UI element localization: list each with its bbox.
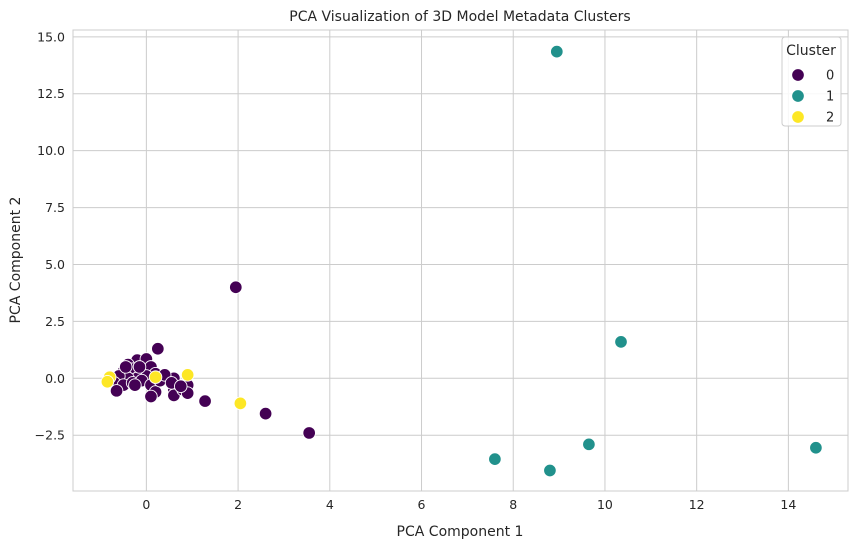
- y-tick-label: 5.0: [45, 257, 65, 272]
- legend-box: [781, 36, 842, 127]
- x-tick-label: 14: [780, 497, 796, 512]
- data-point-cluster-2: [100, 374, 115, 389]
- y-axis-label: PCA Component 2: [8, 197, 24, 324]
- legend: Cluster 0 1 2: [781, 36, 842, 127]
- data-point-cluster-0: [258, 406, 273, 421]
- data-point-cluster-2: [233, 396, 248, 411]
- x-tick-label: 2: [234, 497, 242, 512]
- y-tick-label: 7.5: [45, 200, 65, 215]
- data-point-cluster-0: [109, 384, 124, 398]
- data-point-cluster-2: [148, 370, 163, 384]
- data-point-cluster-0: [128, 378, 142, 392]
- plot-area: [72, 29, 849, 492]
- legend-title: Cluster: [786, 43, 836, 59]
- legend-marker: [791, 68, 805, 82]
- data-point-cluster-2: [180, 368, 195, 382]
- y-tick-label: −2.5: [35, 428, 65, 443]
- data-point-cluster-0: [132, 360, 147, 374]
- legend-marker: [791, 89, 805, 103]
- data-point-cluster-1: [614, 335, 628, 349]
- y-tick-label: 2.5: [45, 314, 65, 329]
- grid: [73, 30, 848, 491]
- data-point-cluster-0: [174, 379, 188, 394]
- legend-label: 2: [826, 111, 834, 126]
- y-tick-label: 12.5: [37, 86, 65, 101]
- data-point-cluster-0: [144, 389, 158, 404]
- data-point-cluster-1: [582, 437, 596, 452]
- x-tick-label: 8: [509, 497, 517, 512]
- data-point-cluster-0: [198, 394, 212, 408]
- legend-marker: [791, 110, 805, 124]
- x-axis-label: PCA Component 1: [397, 524, 524, 540]
- y-tick-label: 0.0: [45, 371, 65, 386]
- y-tick-label: 15.0: [37, 29, 65, 44]
- x-tick-label: 10: [597, 497, 613, 512]
- legend-entries: 0 1 2: [791, 68, 834, 126]
- data-point-cluster-0: [151, 341, 165, 356]
- data-point-cluster-0: [229, 280, 243, 294]
- legend-label: 1: [826, 90, 834, 105]
- tick-labels: 0 2 4 6 8 10 12 14 −2.5 0.0 2.5 5.0 7.5 10.0 12.5 15.0: [35, 29, 797, 512]
- data-point-cluster-1: [550, 44, 564, 59]
- data-point-cluster-1: [543, 463, 557, 478]
- data-point-cluster-0: [118, 360, 133, 374]
- x-tick-label: 0: [142, 497, 150, 512]
- data-points: [100, 44, 823, 478]
- legend-label: 0: [826, 69, 834, 84]
- x-tick-label: 4: [326, 497, 334, 512]
- data-point-cluster-0: [302, 426, 316, 440]
- x-tick-label: 12: [689, 497, 705, 512]
- chart-title: PCA Visualization of 3D Model Metadata C…: [289, 9, 630, 25]
- y-tick-label: 10.0: [37, 143, 65, 158]
- data-point-cluster-1: [809, 440, 823, 455]
- x-tick-label: 6: [418, 497, 426, 512]
- data-point-cluster-1: [488, 452, 502, 466]
